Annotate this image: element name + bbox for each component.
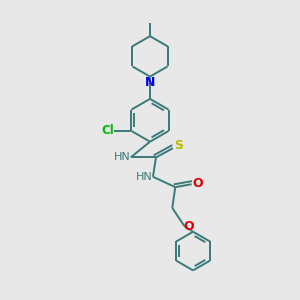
Text: O: O: [184, 220, 194, 233]
Text: S: S: [174, 139, 183, 152]
Text: O: O: [192, 177, 203, 190]
Text: HN: HN: [114, 152, 131, 162]
Text: Cl: Cl: [101, 124, 114, 137]
Text: HN: HN: [136, 172, 153, 182]
Text: N: N: [145, 76, 155, 89]
